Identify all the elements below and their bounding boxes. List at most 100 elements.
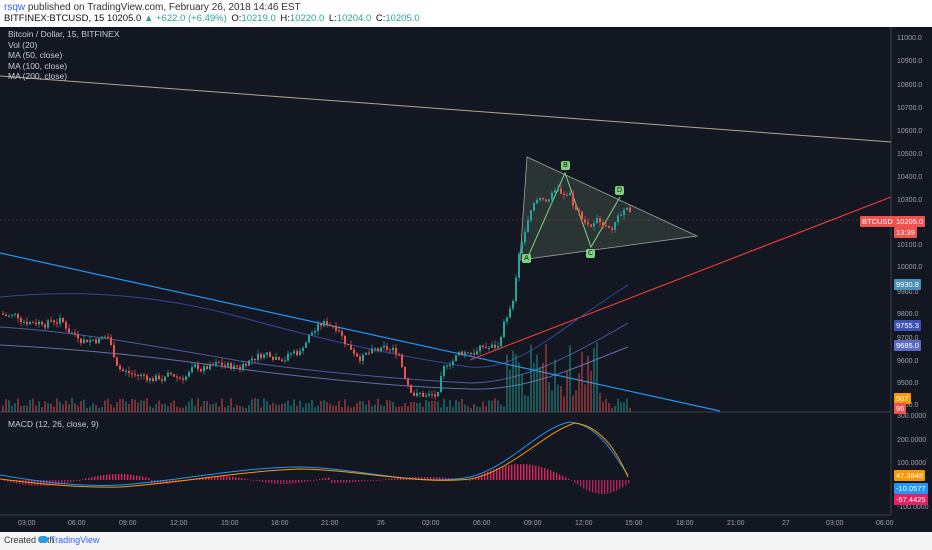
volume-bar — [389, 400, 391, 412]
candle-body — [326, 321, 328, 325]
volume-bar — [470, 407, 472, 412]
histogram-bar — [310, 480, 312, 481]
volume-bar — [227, 405, 229, 412]
volume-bar — [185, 405, 187, 412]
candle-body — [611, 227, 613, 230]
volume-bar — [482, 401, 484, 412]
legend-ma200[interactable]: MA (200, close) — [8, 71, 68, 81]
histogram-bar — [289, 480, 291, 484]
candle-body — [470, 353, 472, 355]
author-link[interactable]: rsqw — [4, 2, 26, 13]
macd-legend[interactable]: MACD (12, 26, close, 9) — [8, 419, 99, 429]
candle-body — [521, 242, 523, 254]
volume-bar — [194, 405, 196, 412]
histogram-bar — [127, 474, 129, 480]
candle-body — [539, 198, 541, 200]
histogram-bar — [112, 474, 114, 480]
point-a-marker[interactable]: A — [522, 254, 531, 263]
histogram-bar — [508, 465, 510, 480]
candle-body — [299, 350, 301, 356]
histogram-bar — [544, 468, 546, 480]
candle-body — [17, 313, 19, 319]
volume-bar — [110, 404, 112, 412]
legend-vol[interactable]: Vol (20) — [8, 39, 38, 50]
point-b-marker[interactable]: B — [561, 161, 570, 170]
histogram-bar — [607, 480, 609, 494]
volume-bar — [596, 342, 598, 412]
histogram-bar — [559, 474, 561, 480]
histogram-bar — [397, 478, 399, 480]
candle-body — [488, 347, 490, 349]
candle-body — [26, 321, 28, 325]
candle-body — [410, 384, 412, 393]
legend-ma100[interactable]: MA (100, close) — [8, 60, 68, 71]
candle-body — [8, 315, 10, 317]
candle-body — [317, 324, 319, 331]
volume-bar — [314, 407, 316, 412]
descending-trend-line[interactable] — [0, 252, 721, 412]
histogram-bar — [121, 474, 123, 480]
chart-area[interactable]: Bitcoin / Dollar, 15, BITFINEX Vol (20) … — [0, 27, 932, 532]
ascending-trend-line[interactable] — [469, 196, 892, 361]
publish-row: rsqw published on TradingView.com, Febru… — [4, 2, 301, 13]
volume-bar — [509, 369, 511, 412]
volume-bar — [539, 367, 541, 412]
volume-bar — [140, 400, 142, 412]
histogram-bar — [388, 478, 390, 480]
tradingview-link[interactable]: TradingView — [50, 535, 100, 545]
histogram-bar — [391, 478, 393, 480]
published-text: published on TradingView.com, February 2… — [27, 2, 301, 13]
histogram-bar — [286, 480, 288, 484]
triangle-pattern[interactable] — [519, 156, 699, 261]
volume-bar — [500, 404, 502, 412]
volume-bar — [350, 407, 352, 412]
candle-body — [161, 379, 163, 381]
candle-body — [386, 345, 388, 350]
candle-body — [170, 372, 172, 375]
signal-line — [0, 422, 629, 488]
volume-bar — [515, 354, 517, 412]
histogram-bar — [448, 477, 450, 480]
volume-bar — [47, 403, 49, 412]
volume-bar — [440, 407, 442, 412]
volume-bar — [434, 400, 436, 412]
ma200-tag: 9930.8 — [894, 279, 921, 290]
candle-body — [437, 391, 439, 397]
volume-bar — [527, 396, 529, 412]
candle-body — [98, 338, 100, 344]
histogram-bar — [376, 480, 378, 481]
volume-bar — [173, 400, 175, 412]
histogram-bar — [136, 475, 138, 480]
legend-ma50[interactable]: MA (50, close) — [8, 50, 63, 60]
point-d-marker[interactable]: D — [615, 186, 624, 195]
histogram-bar — [553, 471, 555, 480]
volume-bar — [248, 404, 250, 412]
upper-trend-line[interactable] — [0, 75, 892, 143]
volume-bar — [302, 407, 304, 412]
candle-body — [86, 339, 88, 343]
candle-body — [566, 194, 568, 196]
macd-line-tag: -10.0577 — [894, 483, 928, 494]
histogram-bar — [118, 474, 120, 480]
volume-bar — [107, 398, 109, 412]
point-c-marker[interactable]: C — [586, 249, 595, 258]
volume-bar — [197, 398, 199, 412]
histogram-bar — [601, 480, 603, 494]
candle-body — [614, 222, 616, 230]
volume-bar — [176, 406, 178, 412]
histogram-bar — [85, 478, 87, 480]
candle-body — [260, 353, 262, 358]
candle-body — [131, 373, 133, 375]
histogram-bar — [340, 480, 342, 483]
volume-bar — [455, 399, 457, 412]
histogram-bar — [604, 480, 606, 494]
time-label: 03:00 — [826, 520, 844, 527]
volume-bar — [410, 402, 412, 412]
histogram-bar — [343, 480, 345, 483]
candle-body — [314, 330, 316, 333]
candle-body — [419, 392, 421, 394]
volume-bar — [551, 390, 553, 412]
volume-bar — [251, 399, 253, 412]
candle-body — [152, 378, 154, 382]
chart-canvas[interactable] — [0, 27, 932, 532]
